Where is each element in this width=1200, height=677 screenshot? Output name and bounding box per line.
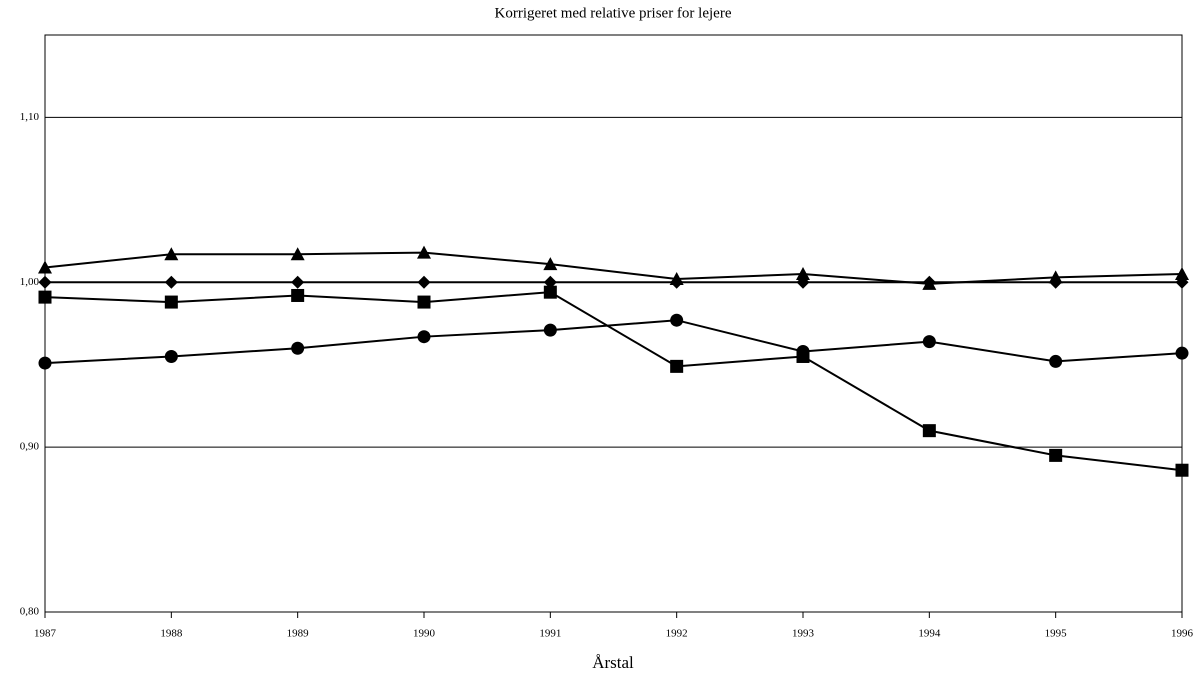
x-tick-label: 1995 bbox=[1045, 628, 1068, 640]
x-tick-label: 1989 bbox=[287, 628, 310, 640]
marker bbox=[291, 288, 305, 302]
x-tick-label: 1993 bbox=[792, 628, 815, 640]
marker bbox=[1049, 448, 1063, 462]
marker bbox=[164, 275, 178, 289]
marker bbox=[543, 285, 557, 299]
marker bbox=[417, 330, 431, 344]
marker bbox=[417, 245, 431, 259]
x-tick-label: 1990 bbox=[413, 628, 436, 640]
x-tick-label: 1996 bbox=[1171, 628, 1194, 640]
marker bbox=[38, 260, 52, 274]
marker bbox=[1175, 346, 1189, 360]
x-tick-label: 1988 bbox=[160, 628, 183, 640]
marker bbox=[164, 247, 179, 261]
marker bbox=[417, 275, 431, 289]
marker bbox=[543, 275, 557, 289]
x-tick-label: 1987 bbox=[34, 628, 57, 640]
marker bbox=[922, 424, 936, 438]
marker bbox=[290, 247, 305, 261]
marker bbox=[670, 313, 684, 327]
marker bbox=[670, 359, 684, 373]
marker bbox=[543, 323, 557, 337]
marker bbox=[291, 275, 305, 289]
series-line bbox=[44, 251, 1183, 285]
y-tick-label: 1,00 bbox=[20, 276, 40, 288]
y-tick-label: 0,80 bbox=[20, 606, 40, 618]
marker bbox=[164, 349, 178, 363]
marker bbox=[1048, 270, 1063, 284]
series-line bbox=[44, 291, 1183, 472]
marker bbox=[38, 290, 52, 304]
marker bbox=[38, 356, 52, 370]
chart-title: Korrigeret med relative priser for lejer… bbox=[495, 5, 732, 21]
y-tick-label: 0,90 bbox=[20, 441, 40, 453]
marker bbox=[1049, 354, 1063, 368]
marker bbox=[417, 295, 431, 309]
marker bbox=[669, 271, 684, 285]
plot-area bbox=[44, 34, 1183, 613]
marker bbox=[922, 335, 936, 349]
marker bbox=[1175, 463, 1189, 477]
marker bbox=[796, 267, 810, 281]
marker bbox=[291, 341, 305, 355]
marker bbox=[922, 276, 937, 290]
marker bbox=[164, 295, 178, 309]
marker bbox=[38, 275, 52, 289]
marker bbox=[796, 345, 810, 359]
x-tick-label: 1991 bbox=[539, 628, 561, 640]
marker bbox=[543, 257, 558, 271]
x-tick-label: 1994 bbox=[918, 628, 941, 640]
x-tick-label: 1992 bbox=[666, 628, 688, 640]
x-axis-label: Årstal bbox=[592, 653, 634, 672]
y-tick-label: 1,10 bbox=[20, 111, 40, 123]
series-line bbox=[44, 319, 1183, 365]
marker bbox=[1175, 267, 1189, 281]
